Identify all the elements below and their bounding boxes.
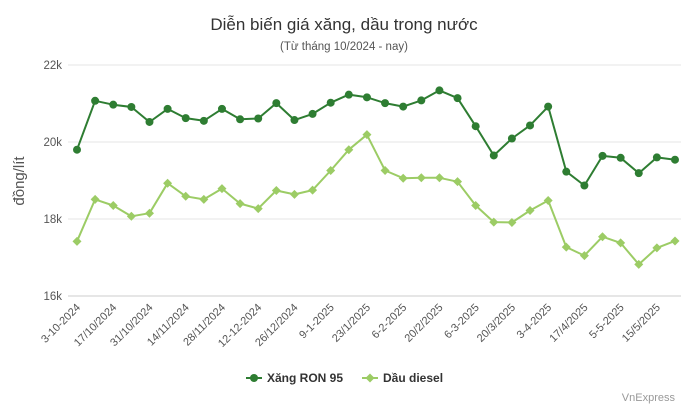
data-point[interactable] xyxy=(398,173,408,183)
data-point[interactable] xyxy=(181,191,191,201)
data-point[interactable] xyxy=(126,211,136,221)
data-point[interactable] xyxy=(271,186,281,196)
data-point[interactable] xyxy=(652,243,662,253)
data-point[interactable] xyxy=(598,151,607,160)
y-tick-label: 20k xyxy=(43,137,62,149)
data-point[interactable] xyxy=(489,217,499,227)
data-point[interactable] xyxy=(344,145,354,155)
data-point[interactable] xyxy=(580,181,589,190)
legend-marker xyxy=(250,374,258,382)
data-point[interactable] xyxy=(163,104,172,113)
y-tick-label: 18k xyxy=(43,214,62,226)
data-point[interactable] xyxy=(127,102,136,111)
data-point[interactable] xyxy=(199,116,208,125)
x-tick-label: 17/4/2025 xyxy=(547,302,590,345)
legend-label: Dầu diesel xyxy=(383,371,443,385)
x-tick-label: 15/5/2025 xyxy=(620,302,663,345)
data-point[interactable] xyxy=(380,165,390,175)
data-point[interactable] xyxy=(108,201,118,211)
data-point[interactable] xyxy=(163,178,173,188)
y-axis-label: đồng/lít xyxy=(11,156,28,206)
data-point[interactable] xyxy=(217,184,227,194)
data-point[interactable] xyxy=(91,96,100,105)
y-tick-label: 22k xyxy=(43,60,62,72)
data-point[interactable] xyxy=(471,201,481,211)
data-point[interactable] xyxy=(616,153,625,162)
data-point[interactable] xyxy=(362,93,371,102)
data-point[interactable] xyxy=(634,259,644,269)
data-point[interactable] xyxy=(399,102,408,111)
data-point[interactable] xyxy=(236,115,245,124)
legend[interactable]: Xăng RON 95 Dầu diesel xyxy=(246,371,443,385)
data-point[interactable] xyxy=(381,99,390,108)
data-point[interactable] xyxy=(489,151,498,160)
data-point[interactable] xyxy=(308,185,318,195)
data-point[interactable] xyxy=(507,217,517,227)
data-point[interactable] xyxy=(453,177,463,187)
data-point[interactable] xyxy=(579,251,589,261)
data-point[interactable] xyxy=(434,173,444,183)
data-point[interactable] xyxy=(543,196,553,206)
series-lines xyxy=(72,86,680,269)
data-point[interactable] xyxy=(344,90,353,99)
data-point[interactable] xyxy=(253,204,263,214)
legend-marker xyxy=(365,373,375,383)
data-point[interactable] xyxy=(652,153,661,162)
legend-item[interactable]: Dầu diesel xyxy=(362,371,443,385)
data-point[interactable] xyxy=(199,194,209,204)
data-point[interactable] xyxy=(435,86,444,95)
series-1 xyxy=(72,130,680,269)
data-point[interactable] xyxy=(671,155,679,164)
chart-subtitle: (Từ tháng 10/2024 - nay) xyxy=(280,41,408,53)
data-point[interactable] xyxy=(471,122,480,131)
credit-text: VnExpress xyxy=(622,392,676,404)
data-point[interactable] xyxy=(90,194,100,204)
series-line xyxy=(76,89,676,187)
data-point[interactable] xyxy=(272,99,281,108)
data-point[interactable] xyxy=(254,114,263,123)
data-point[interactable] xyxy=(326,165,336,175)
data-point[interactable] xyxy=(144,208,154,218)
data-point[interactable] xyxy=(561,242,571,252)
data-point[interactable] xyxy=(326,98,335,107)
data-point[interactable] xyxy=(289,189,299,199)
data-point[interactable] xyxy=(362,130,372,140)
data-point[interactable] xyxy=(308,109,317,118)
chart-title: Diễn biến giá xăng, dầu trong nước xyxy=(210,15,478,34)
data-point[interactable] xyxy=(526,121,535,130)
data-point[interactable] xyxy=(416,173,426,183)
data-point[interactable] xyxy=(73,145,81,154)
grid-lines xyxy=(68,64,681,297)
data-point[interactable] xyxy=(235,199,245,209)
data-point[interactable] xyxy=(217,104,226,113)
data-point[interactable] xyxy=(453,94,462,103)
series-0 xyxy=(73,86,679,190)
data-point[interactable] xyxy=(562,167,571,176)
data-point[interactable] xyxy=(145,117,154,126)
x-tick-label: 23/1/2025 xyxy=(330,302,373,345)
data-point[interactable] xyxy=(417,96,426,105)
data-point[interactable] xyxy=(290,116,299,125)
data-point[interactable] xyxy=(72,236,82,246)
data-point[interactable] xyxy=(670,236,680,246)
data-point[interactable] xyxy=(544,102,553,111)
y-tick-label: 16k xyxy=(43,291,62,303)
series-line xyxy=(76,133,676,266)
x-tick-label: 20/3/2025 xyxy=(475,302,518,345)
x-axis-ticks: 3-10-202417/10/202431/10/202414/11/20242… xyxy=(39,302,663,350)
legend-label: Xăng RON 95 xyxy=(267,371,343,385)
data-point[interactable] xyxy=(598,232,608,242)
data-point[interactable] xyxy=(109,100,118,109)
data-point[interactable] xyxy=(181,114,190,123)
data-point[interactable] xyxy=(507,134,516,143)
data-point[interactable] xyxy=(616,238,626,248)
x-tick-label: 20/2/2025 xyxy=(402,302,445,345)
data-point[interactable] xyxy=(634,169,643,178)
data-point[interactable] xyxy=(525,206,535,216)
y-axis-ticks: 16k 18k 20k 22k xyxy=(43,60,62,303)
legend-item[interactable]: Xăng RON 95 xyxy=(246,371,343,385)
